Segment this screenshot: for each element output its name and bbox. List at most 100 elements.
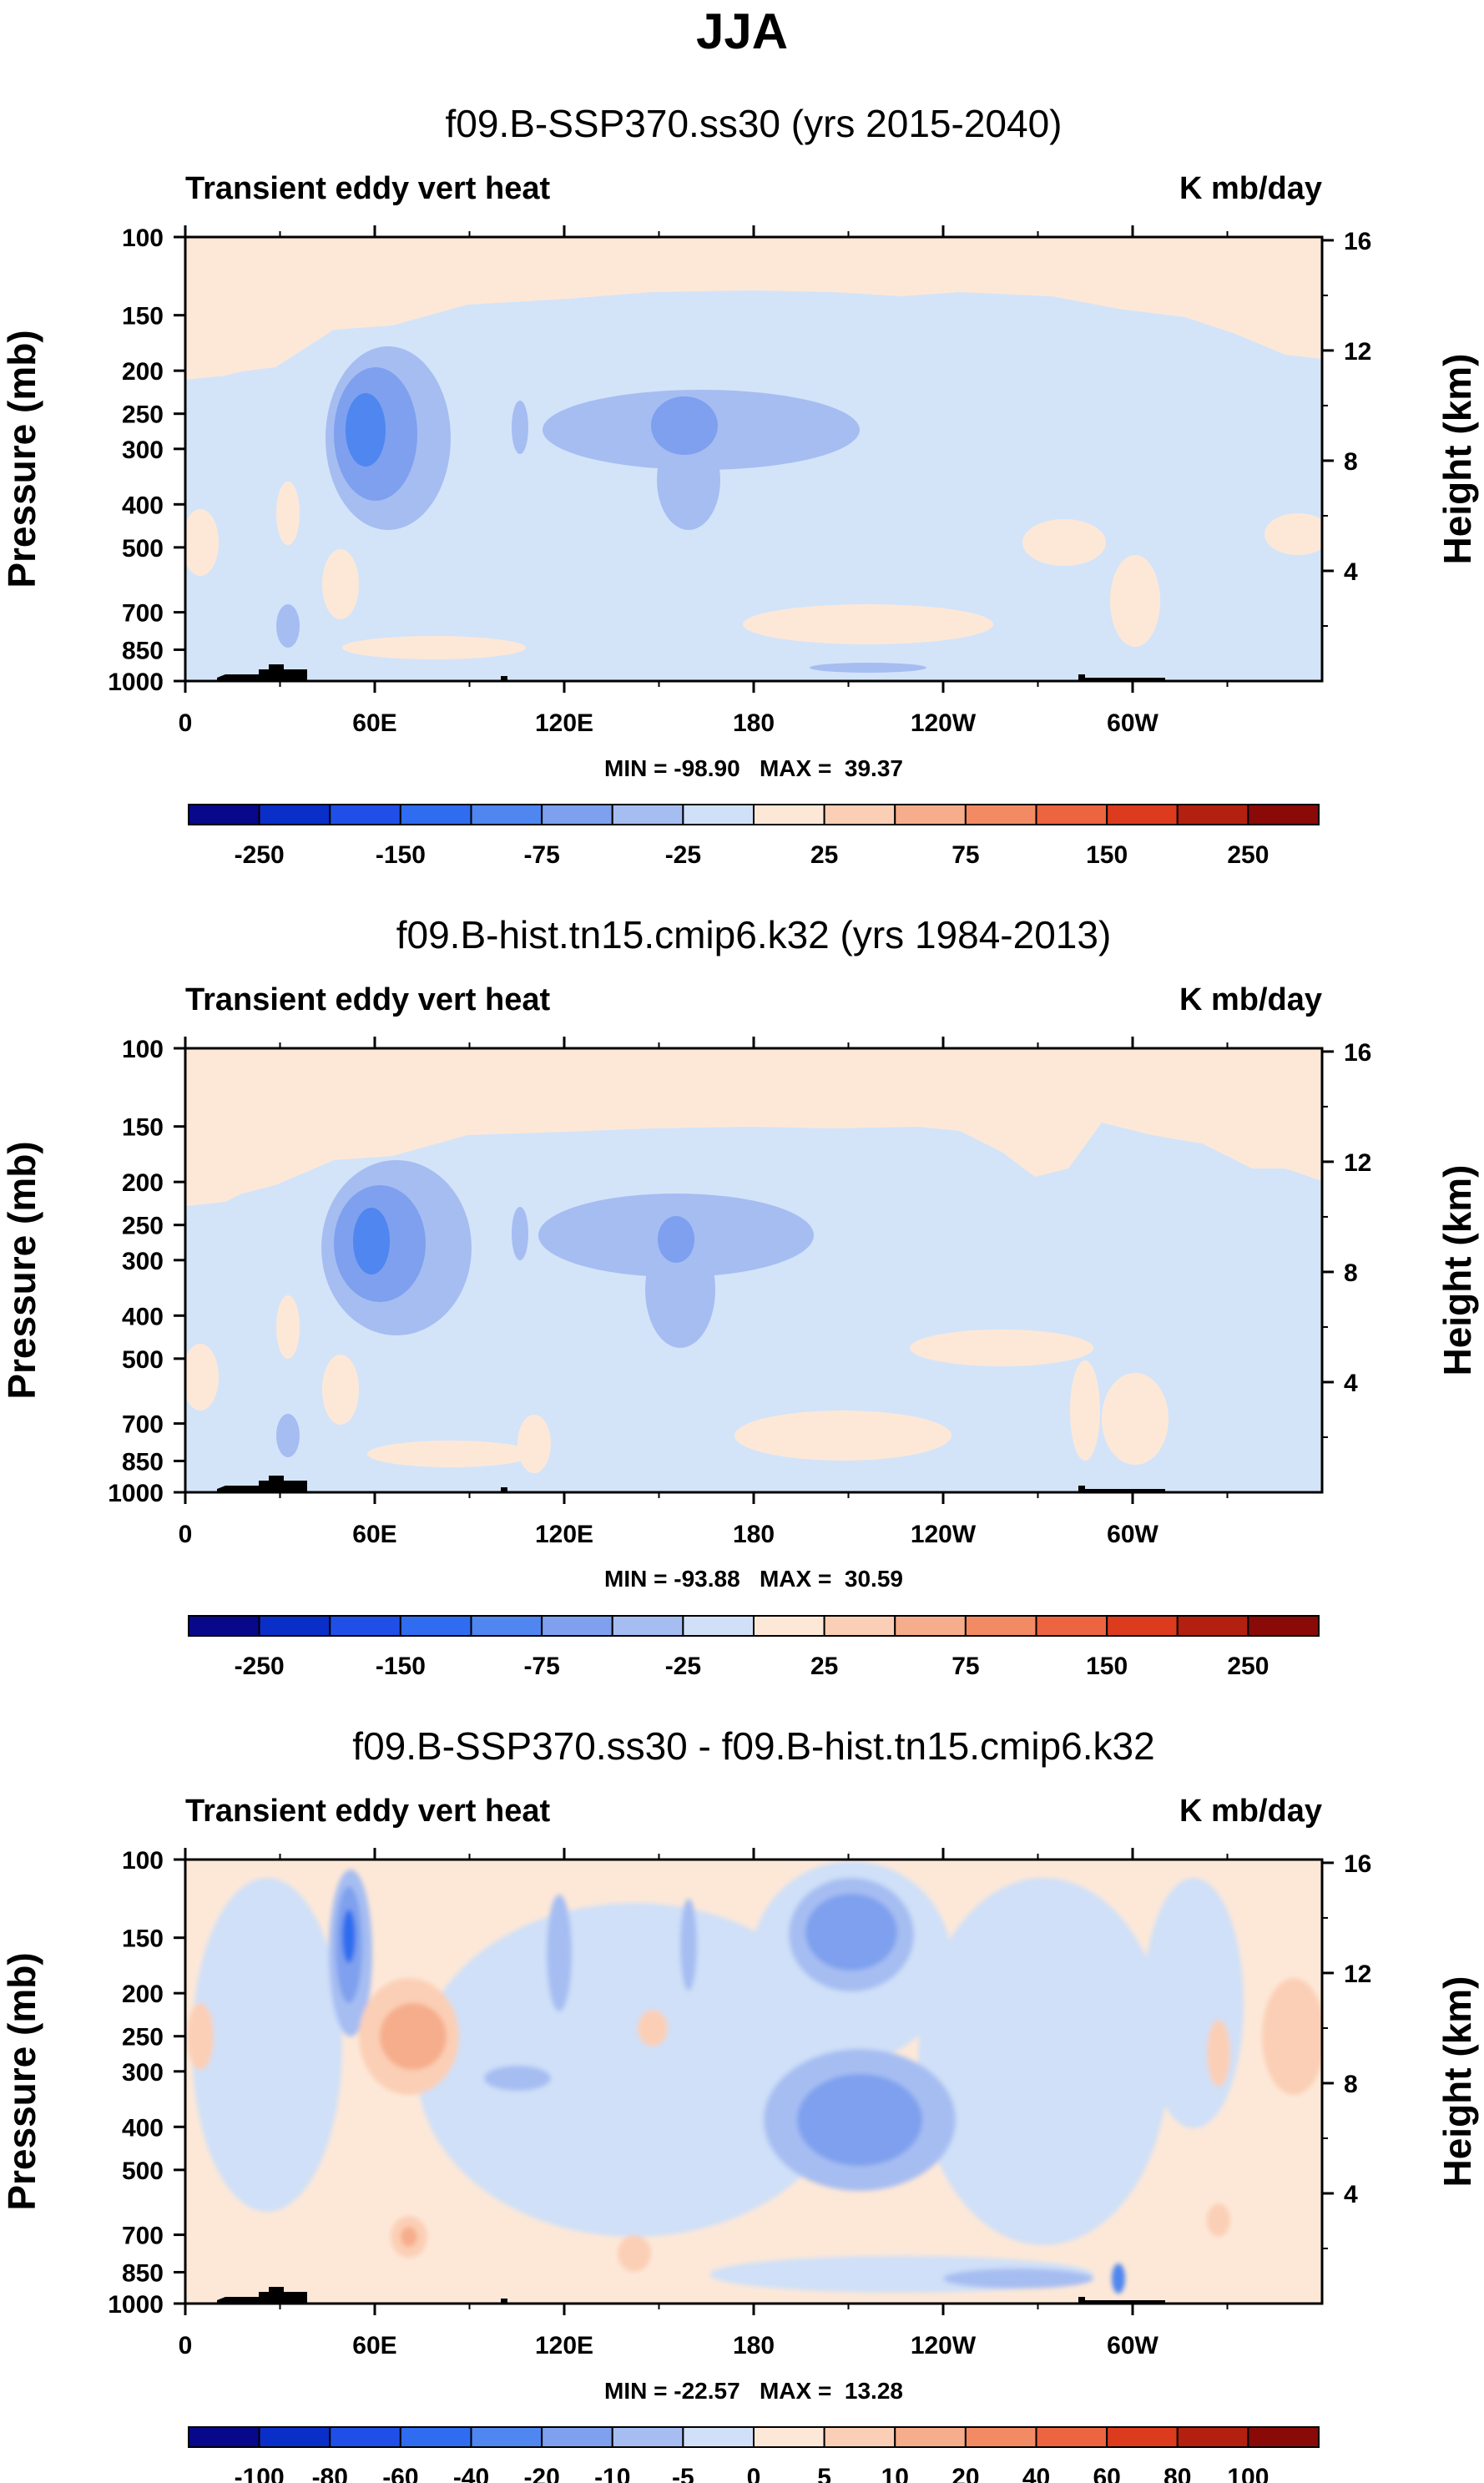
colorbar-box — [399, 2426, 472, 2448]
positive-region — [380, 2003, 447, 2070]
colorbar: -250 -150 -75 -25 25 75 150 250 — [188, 1615, 1320, 1680]
colorbar-box — [894, 2426, 967, 2448]
colorbar-box — [258, 2426, 331, 2448]
positive-lower-region — [743, 604, 993, 644]
y-tick-label: 1000 — [108, 669, 164, 696]
colorbar-box — [1106, 804, 1179, 825]
y-tick-label: 1000 — [108, 2291, 164, 2319]
positive-lower-region — [185, 509, 219, 576]
y-tick-label: 300 — [122, 437, 164, 464]
y2-tick-label: 16 — [1344, 1850, 1371, 1878]
colorbar-box — [470, 804, 543, 825]
panel-title: f09.B-SSP370.ss30 - f09.B-hist.tn15.cmip… — [352, 1724, 1154, 1768]
variable-label: Transient eddy vert heat — [185, 1794, 550, 1829]
negative-region — [192, 1878, 342, 2212]
negative-region — [811, 1901, 891, 1968]
colorbar-box — [258, 804, 331, 825]
y2-axis-title: Height (km) — [1436, 1976, 1479, 2188]
colorbar-box — [188, 2426, 260, 2448]
colorbar-box — [611, 2426, 684, 2448]
colorbar-box — [964, 2426, 1037, 2448]
negative-region — [1143, 1878, 1244, 2128]
colorbar-box — [329, 804, 401, 825]
positive-lower-region — [910, 1330, 1093, 1366]
y-tick-label: 150 — [122, 1114, 164, 1142]
colorbar-label: -25 — [665, 1653, 701, 1680]
positive-lower-region — [276, 482, 300, 545]
colorbar-box — [823, 1615, 896, 1637]
negative-region — [276, 1414, 300, 1457]
colorbar-box — [188, 804, 260, 825]
y-tick-label: 850 — [122, 2259, 164, 2287]
colorbar-label: -250 — [235, 841, 285, 869]
x-tick-label: 60W — [1107, 1521, 1158, 1548]
negative-region — [645, 1231, 715, 1348]
negative-region — [1112, 2263, 1125, 2294]
colorbar-box — [611, 804, 684, 825]
colorbar-box — [470, 2426, 543, 2448]
y2-tick-label: 8 — [1344, 2071, 1358, 2098]
y2-tick-label: 16 — [1344, 228, 1371, 255]
colorbar-box — [964, 1615, 1037, 1637]
y2-tick-label: 8 — [1344, 448, 1358, 476]
y2-axis-title: Height (km) — [1436, 354, 1479, 565]
y-tick-label: 250 — [122, 1213, 164, 1240]
min-max-label: MIN = -98.90 MAX = 39.37 — [604, 755, 903, 781]
x-tick-label: 120W — [911, 709, 977, 737]
colorbar-box — [964, 804, 1037, 825]
negative-region — [810, 663, 926, 673]
x-tick-label: 60E — [352, 1521, 396, 1548]
y-tick-label: 150 — [122, 1925, 164, 1953]
x-tick-label: 120E — [535, 709, 593, 737]
positive-lower-region — [322, 549, 359, 619]
colorbar-box — [399, 804, 472, 825]
colorbar-box — [753, 804, 825, 825]
negative-region — [943, 2269, 1093, 2289]
x-tick-label: 180 — [733, 1521, 775, 1548]
y-tick-label: 1000 — [108, 1480, 164, 1507]
y-tick-label: 400 — [122, 1303, 164, 1330]
colorbar-box — [329, 1615, 401, 1637]
positive-lower-region — [322, 1355, 359, 1425]
x-tick-label: 120E — [535, 1521, 593, 1548]
variable-label: Transient eddy vert heat — [185, 982, 550, 1017]
colorbar-box — [753, 2426, 825, 2448]
x-tick-label: 120E — [535, 2332, 593, 2359]
colorbar-label: 75 — [951, 841, 979, 869]
colorbar-label: -5 — [672, 2464, 694, 2483]
colorbar-box — [541, 2426, 613, 2448]
colorbar-label: -75 — [523, 1653, 559, 1680]
positive-lower-region — [734, 1411, 951, 1461]
y2-tick-label: 12 — [1344, 1961, 1371, 1988]
colorbar-label: -25 — [665, 841, 701, 869]
colorbar-box — [329, 2426, 401, 2448]
colorbar-label: 5 — [817, 2464, 831, 2483]
colorbar-box — [188, 1615, 260, 1637]
y-tick-label: 200 — [122, 1169, 164, 1197]
y2-axis-title: Height (km) — [1436, 1165, 1479, 1376]
positive-region — [618, 2235, 651, 2272]
units-label: K mb/day — [1179, 982, 1322, 1017]
y-tick-label: 200 — [122, 358, 164, 386]
negative-region — [417, 1903, 851, 2237]
positive-lower-region — [517, 1415, 551, 1473]
y2-tick-label: 4 — [1344, 558, 1358, 586]
colorbar-label: -150 — [376, 1653, 426, 1680]
y-tick-label: 250 — [122, 401, 164, 429]
colorbar-box — [1247, 2426, 1320, 2448]
panel-title: f09.B-hist.tn15.cmip6.k32 (yrs 1984-2013… — [396, 913, 1112, 956]
y2-tick-label: 4 — [1344, 1370, 1358, 1397]
colorbar-label: 0 — [747, 2464, 761, 2483]
panel-1: f09.B-SSP370.ss30 (yrs 2015-2040) Transi… — [0, 102, 1479, 869]
x-tick-label: 0 — [179, 1521, 193, 1548]
positive-region — [401, 2227, 417, 2247]
positive-lower-region — [185, 1344, 219, 1411]
positive-region — [1207, 2203, 1230, 2237]
axes: 0 60E 120E 180 120W 60W 100 150 200 250 300 400 500 7… — [108, 1847, 1371, 2359]
colorbar-box — [1106, 1615, 1179, 1637]
positive-lower-region — [1102, 1373, 1169, 1465]
colorbar-label: -150 — [376, 841, 426, 869]
y-axis-title: Pressure (mb) — [0, 1952, 43, 2210]
units-label: K mb/day — [1179, 171, 1322, 206]
colorbar-label: 40 — [1022, 2464, 1050, 2483]
